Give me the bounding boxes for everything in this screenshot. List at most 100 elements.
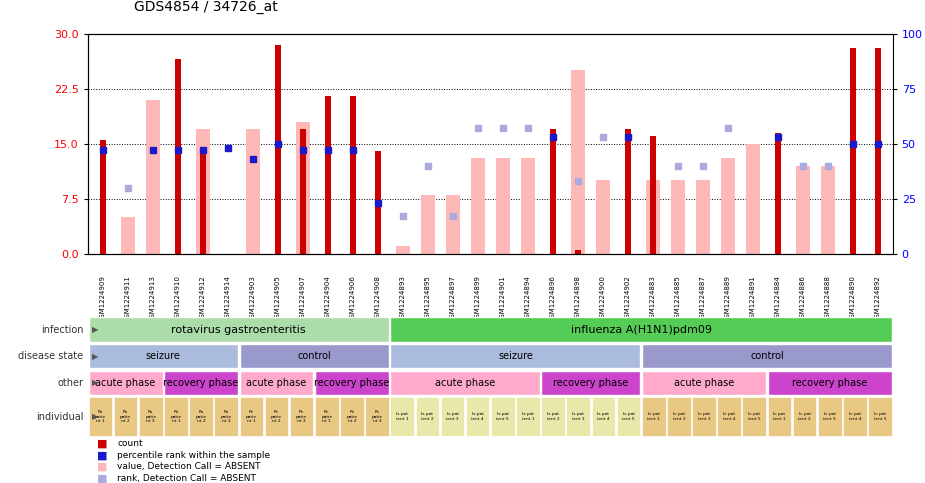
Text: influenza A(H1N1)pdm09: influenza A(H1N1)pdm09	[571, 325, 711, 335]
Text: GDS4854 / 34726_at: GDS4854 / 34726_at	[134, 0, 278, 14]
Text: GSM1224903: GSM1224903	[250, 275, 256, 322]
Text: GSM1224900: GSM1224900	[599, 275, 606, 322]
Bar	[549, 129, 556, 254]
Text: GSM1224905: GSM1224905	[275, 275, 281, 322]
Text: Is pat
ient 4: Is pat ient 4	[598, 412, 610, 421]
Bar	[390, 344, 640, 369]
Text: ■: ■	[97, 451, 107, 460]
Text: Rc
patie
nt 3: Rc patie nt 3	[296, 410, 307, 423]
Text: Is pat
ient 2: Is pat ient 2	[421, 412, 434, 421]
Bar	[874, 48, 881, 254]
Text: GSM1224910: GSM1224910	[175, 275, 181, 322]
Text: recovery phase: recovery phase	[792, 378, 868, 388]
Bar	[240, 370, 314, 395]
Text: GSM1224891: GSM1224891	[749, 275, 756, 322]
Text: GSM1224894: GSM1224894	[524, 275, 531, 322]
Text: GSM1224885: GSM1224885	[674, 275, 681, 322]
Text: Ic pat
ient 1: Ic pat ient 1	[773, 412, 785, 421]
Text: GSM1224893: GSM1224893	[400, 275, 406, 322]
Bar	[471, 158, 485, 254]
Text: Rc
patie
nt 2: Rc patie nt 2	[346, 410, 357, 423]
Text: GSM1224904: GSM1224904	[325, 275, 331, 322]
Bar	[315, 370, 388, 395]
Bar	[175, 59, 181, 254]
Text: GSM1224892: GSM1224892	[875, 275, 881, 322]
Bar	[340, 398, 364, 436]
Bar	[596, 180, 610, 254]
Text: Rs
patie
nt 1: Rs patie nt 1	[170, 410, 181, 423]
Bar	[190, 398, 213, 436]
Bar	[642, 344, 892, 369]
Text: GSM1224906: GSM1224906	[350, 275, 356, 322]
Text: GSM1224907: GSM1224907	[300, 275, 306, 322]
Text: rank, Detection Call = ABSENT: rank, Detection Call = ABSENT	[117, 474, 256, 483]
Text: Ic pat
ient 3: Ic pat ient 3	[823, 412, 836, 421]
Text: GSM1224888: GSM1224888	[825, 275, 831, 322]
Text: GSM1224889: GSM1224889	[724, 275, 731, 322]
Text: ■: ■	[97, 439, 107, 449]
Text: Rs
patie
nt 1: Rs patie nt 1	[95, 410, 106, 423]
Bar	[617, 398, 640, 436]
Bar	[390, 317, 892, 342]
Bar	[300, 129, 306, 254]
Bar	[768, 398, 791, 436]
Text: Is pat
ient 2: Is pat ient 2	[547, 412, 560, 421]
Bar	[667, 398, 691, 436]
Bar	[114, 398, 138, 436]
Bar	[164, 370, 238, 395]
Bar	[89, 370, 163, 395]
Text: other: other	[57, 378, 83, 388]
Text: control: control	[750, 351, 783, 361]
Bar	[390, 398, 414, 436]
Bar	[415, 398, 439, 436]
Bar	[541, 370, 640, 395]
Text: value, Detection Call = ABSENT: value, Detection Call = ABSENT	[117, 462, 261, 471]
Bar	[139, 398, 163, 436]
Text: GSM1224909: GSM1224909	[100, 275, 105, 322]
Text: count: count	[117, 440, 143, 449]
Text: acute phase: acute phase	[435, 378, 495, 388]
Bar	[466, 398, 489, 436]
Text: GSM1224896: GSM1224896	[549, 275, 556, 322]
Bar	[196, 129, 210, 254]
Text: ▶: ▶	[92, 378, 98, 387]
Text: GSM1224886: GSM1224886	[799, 275, 806, 322]
Bar	[275, 45, 281, 254]
Text: rotavirus gastroenteritis: rotavirus gastroenteritis	[171, 325, 306, 335]
Bar	[743, 398, 766, 436]
Text: GSM1224912: GSM1224912	[200, 275, 206, 322]
Text: Ic pat
ient 5: Ic pat ient 5	[874, 412, 886, 421]
Bar	[240, 398, 263, 436]
Text: GSM1224897: GSM1224897	[450, 275, 456, 322]
Text: Ic pat
ient 5: Ic pat ient 5	[748, 412, 760, 421]
Text: seizure: seizure	[498, 351, 533, 361]
Text: GSM1224902: GSM1224902	[624, 275, 631, 322]
Text: ■: ■	[97, 462, 107, 472]
Text: Is pat
ient 5: Is pat ient 5	[623, 412, 635, 421]
Text: Ic pat
ient 2: Ic pat ient 2	[672, 412, 685, 421]
Bar	[89, 317, 388, 342]
Text: acute phase: acute phase	[95, 378, 155, 388]
Bar	[843, 398, 867, 436]
Text: Rc
patie
nt 3: Rc patie nt 3	[372, 410, 383, 423]
Bar	[265, 398, 289, 436]
Text: GSM1224901: GSM1224901	[500, 275, 506, 322]
Bar	[818, 398, 842, 436]
Bar	[571, 71, 585, 254]
Bar	[240, 344, 388, 369]
Bar	[215, 398, 238, 436]
Text: Ic pat
ient 4: Ic pat ient 4	[722, 412, 735, 421]
Text: GSM1224899: GSM1224899	[475, 275, 481, 322]
Bar	[89, 344, 238, 369]
Bar	[768, 370, 892, 395]
Text: percentile rank within the sample: percentile rank within the sample	[117, 451, 271, 460]
Bar	[296, 122, 310, 254]
Text: Is pat
ient 1: Is pat ient 1	[522, 412, 535, 421]
Text: Is pat
ient 5: Is pat ient 5	[497, 412, 509, 421]
Bar	[849, 48, 856, 254]
Bar	[365, 398, 388, 436]
Bar	[100, 140, 106, 254]
Bar	[446, 195, 460, 254]
Bar	[491, 398, 514, 436]
Text: Rc
patie
nt 1: Rc patie nt 1	[246, 410, 257, 423]
